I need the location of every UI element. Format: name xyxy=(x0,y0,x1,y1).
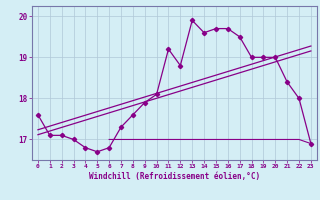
X-axis label: Windchill (Refroidissement éolien,°C): Windchill (Refroidissement éolien,°C) xyxy=(89,172,260,181)
